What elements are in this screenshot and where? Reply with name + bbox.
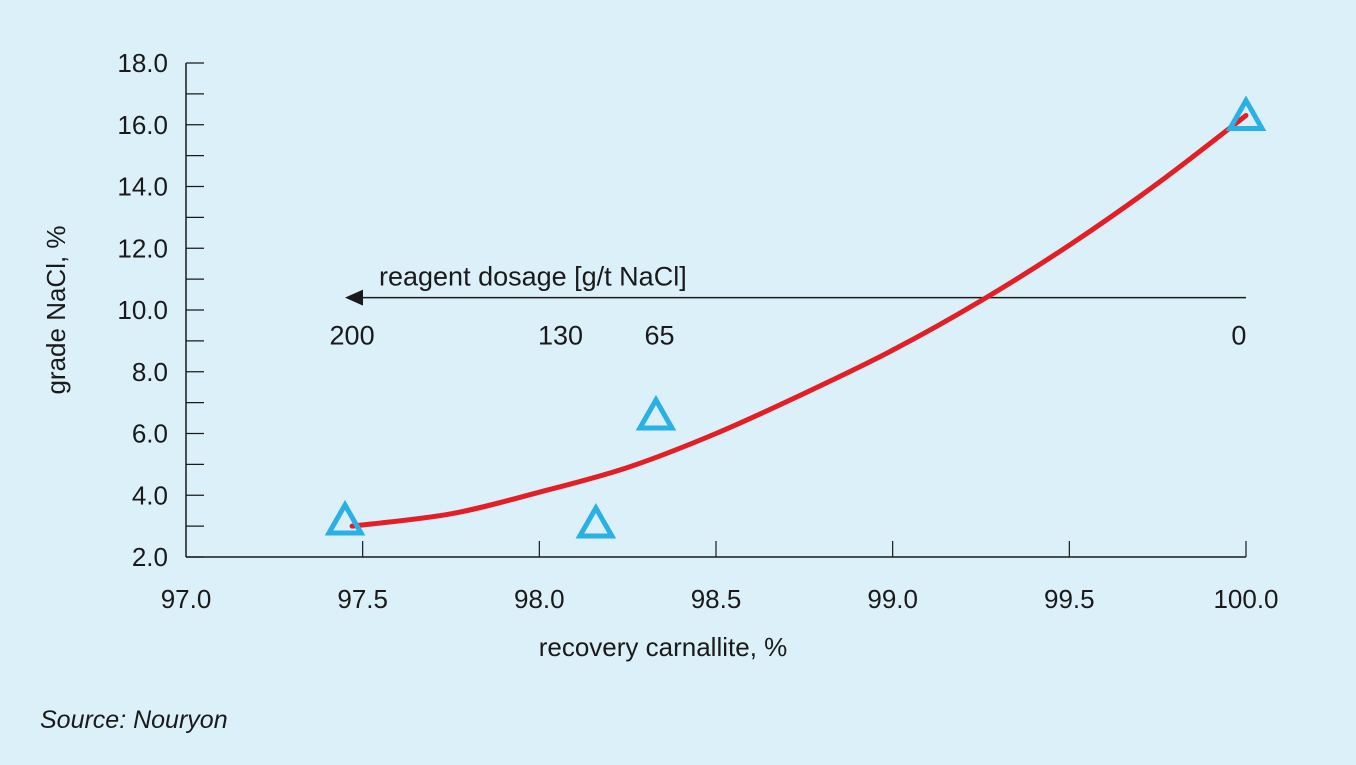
data-point-triangle (324, 499, 366, 536)
y-axis-title: grade NaCl, % (41, 225, 71, 394)
dosage-annotation-text: reagent dosage [g/t NaCl] (379, 262, 687, 292)
x-tick-label: 99.5 (1044, 584, 1095, 614)
y-tick-label: 6.0 (132, 419, 168, 449)
annotation: reagent dosage [g/t NaCl]200 130 65 0 (330, 262, 1247, 351)
y-tick-label: 16.0 (117, 110, 168, 140)
y-tick-label: 18.0 (117, 48, 168, 78)
x-tick-label: 97.5 (337, 584, 388, 614)
source-note: Source: Nouryon (40, 706, 228, 734)
dosage-label: 200 (330, 321, 375, 351)
data-points (324, 95, 1267, 539)
ticks: 2.0 4.0 6.0 8.0 10.0 12.0 14.0 16.0 18.0 97.0 97.5… (117, 48, 1278, 614)
x-tick-label: 100.0 (1213, 584, 1278, 614)
y-tick-label: 12.0 (117, 233, 168, 263)
x-axis-title: recovery carnallite, % (539, 632, 788, 662)
x-tick-label: 98.5 (691, 584, 742, 614)
x-tick-label: 98.0 (514, 584, 565, 614)
dosage-label: 130 (538, 321, 583, 351)
y-tick-label: 10.0 (117, 295, 168, 325)
dosage-label: 0 (1231, 321, 1246, 351)
axes (185, 63, 1246, 558)
y-tick-label: 4.0 (132, 480, 168, 510)
y-tick-label: 2.0 (132, 542, 168, 572)
data-point-triangle (635, 394, 677, 431)
fit-curve (349, 112, 1249, 529)
fit-curve-line (349, 112, 1249, 529)
x-tick-label: 99.0 (867, 584, 918, 614)
data-point-triangle (575, 502, 617, 539)
data-point-triangle (1225, 95, 1267, 131)
y-tick-label: 8.0 (132, 357, 168, 387)
y-tick-label: 14.0 (117, 172, 168, 202)
dosage-arrow-head (345, 289, 363, 306)
x-tick-label: 97.0 (161, 584, 212, 614)
dosage-label: 65 (644, 321, 674, 351)
